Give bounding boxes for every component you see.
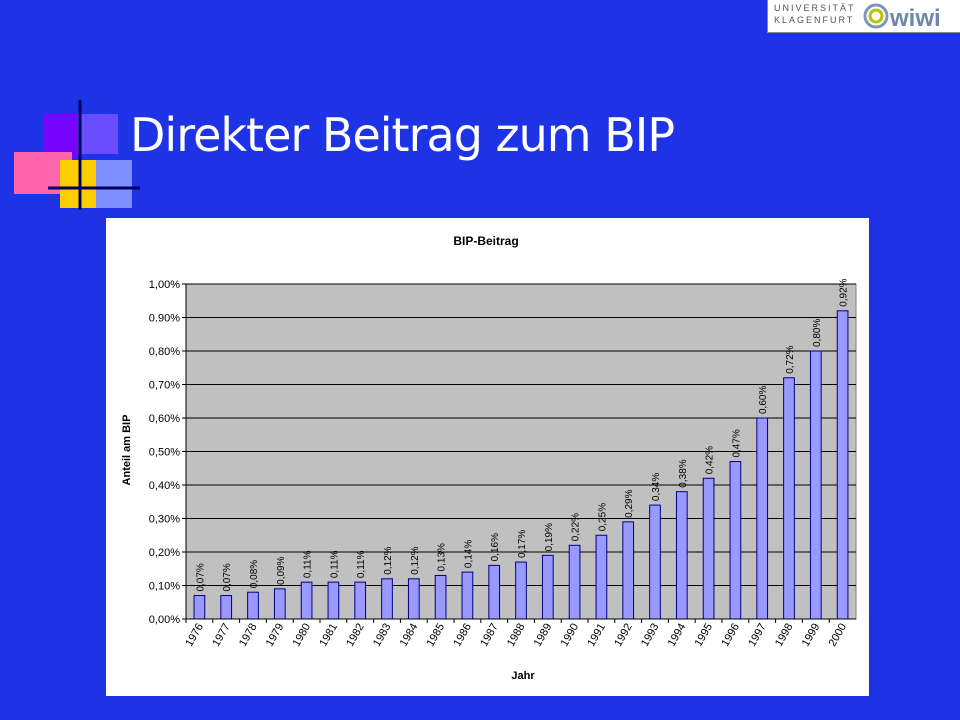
bar — [407, 578, 420, 620]
logo-text-line2: KLAGENFURT — [774, 15, 855, 25]
bar — [220, 595, 233, 620]
bar — [273, 588, 286, 620]
data-label: 0,72% — [785, 345, 796, 373]
y-tick-label: 1,00% — [149, 279, 180, 291]
y-tick-label: 0.90% — [149, 313, 180, 325]
data-label: 0,60% — [758, 386, 769, 414]
bar — [381, 578, 393, 620]
data-label: 0,17% — [517, 530, 528, 558]
y-tick-label: 0,30% — [149, 514, 180, 526]
bar — [622, 521, 635, 620]
bar — [354, 581, 367, 620]
university-logo: UNIVERSITÄT KLAGENFURT wiwi — [767, 0, 960, 33]
x-tick-label: 1999 — [800, 622, 823, 649]
x-tick-label: 1980 — [291, 622, 314, 649]
logo-mark-text: wiwi — [889, 5, 941, 30]
bar — [756, 417, 769, 620]
plot-area: 0,00% 0,10% 0,20% 0,30% 0,40% 0,50% 0,60% 0,70%… — [149, 278, 857, 649]
y-tick-label: 0,00% — [149, 614, 180, 626]
x-tick-label: 1979 — [264, 622, 287, 649]
data-label: 0,92% — [839, 278, 850, 306]
x-tick-label: 1987 — [478, 622, 501, 649]
y-tick-label: 0,20% — [149, 547, 180, 559]
data-label: 0,13% — [437, 543, 448, 571]
x-tick-label: 1998 — [773, 622, 796, 649]
wiwi-logo-mark: wiwi — [863, 3, 941, 30]
data-label: 0,11% — [329, 550, 340, 578]
data-label: 0,38% — [678, 459, 689, 487]
bar — [193, 595, 206, 620]
chart-panel: BIP-Beitrag Anteil am BIP Jahr 0,00% 0,10… — [106, 218, 869, 696]
data-label: 0,22% — [571, 513, 582, 541]
x-tick-label: 1977 — [210, 622, 233, 649]
y-tick-label: 0,50% — [149, 447, 180, 459]
bar — [541, 554, 554, 620]
x-tick-label: 1991 — [585, 622, 608, 649]
bar-chart: BIP-Beitrag Anteil am BIP Jahr 0,00% 0,10… — [121, 234, 857, 682]
slide-title: Direkter Beitrag zum BIP — [130, 108, 675, 162]
bar — [729, 461, 742, 620]
data-label: 0,25% — [597, 503, 608, 531]
x-tick-label: 1989 — [532, 622, 555, 649]
x-tick-label: 1997 — [746, 622, 769, 649]
x-tick-label: 1982 — [344, 622, 367, 649]
x-tick-label: 1985 — [425, 622, 448, 649]
x-tick-label: 2000 — [827, 622, 850, 649]
data-label: 0,12% — [383, 546, 394, 574]
bar — [836, 310, 849, 620]
title-decoration — [14, 100, 140, 210]
data-label: 0,11% — [356, 550, 367, 578]
x-tick-label: 1993 — [639, 622, 662, 649]
x-axis-label: Jahr — [511, 670, 535, 682]
bar — [515, 561, 527, 620]
bar — [675, 491, 688, 620]
data-label: 0,07% — [195, 563, 206, 591]
bar — [649, 504, 661, 620]
x-tick-label: 1986 — [451, 622, 474, 649]
data-label: 0,07% — [222, 563, 233, 591]
bar — [300, 581, 313, 620]
data-label: 0,14% — [463, 540, 474, 568]
data-label: 0,80% — [812, 319, 823, 347]
logo-text-line1: UNIVERSITÄT — [774, 3, 856, 13]
data-label: 0,16% — [490, 533, 501, 561]
y-tick-label: 0,60% — [149, 413, 180, 425]
y-tick-label: 0,80% — [149, 346, 180, 358]
x-tick-label: 1981 — [317, 622, 340, 649]
x-tick-label: 1995 — [693, 622, 716, 649]
data-label: 0,42% — [705, 446, 716, 474]
data-label: 0,08% — [249, 560, 260, 588]
x-tick-label: 1990 — [559, 622, 582, 649]
data-label: 0,29% — [624, 489, 635, 517]
data-label: 0,34% — [651, 473, 662, 501]
chart-title: BIP-Beitrag — [453, 234, 518, 248]
x-tick-label: 1978 — [237, 622, 260, 649]
bar — [809, 350, 822, 620]
data-label: 0,47% — [731, 429, 742, 457]
bar — [327, 581, 340, 620]
x-tick-label: 1988 — [505, 622, 528, 649]
bar — [702, 477, 715, 620]
bar — [568, 544, 581, 620]
y-tick-label: 0,70% — [149, 380, 180, 392]
y-tick-label: 0,40% — [149, 480, 180, 492]
x-tick-label: 1976 — [183, 622, 206, 649]
x-tick-label: 1994 — [666, 622, 689, 649]
y-axis-label: Anteil am BIP — [121, 415, 133, 486]
bar — [461, 571, 474, 620]
bar — [783, 377, 795, 620]
data-label: 0,09% — [276, 556, 287, 584]
bar — [247, 591, 259, 620]
bar — [434, 574, 447, 620]
bar — [488, 564, 501, 620]
x-tick-label: 1996 — [719, 622, 742, 649]
bar — [595, 534, 608, 620]
data-label: 0,11% — [303, 550, 314, 578]
data-label: 0,19% — [544, 523, 555, 551]
x-tick-label: 1983 — [371, 622, 394, 649]
x-tick-label: 1984 — [398, 622, 421, 649]
data-label: 0,12% — [410, 546, 421, 574]
x-tick-label: 1992 — [612, 622, 635, 649]
y-tick-label: 0,10% — [149, 581, 180, 593]
